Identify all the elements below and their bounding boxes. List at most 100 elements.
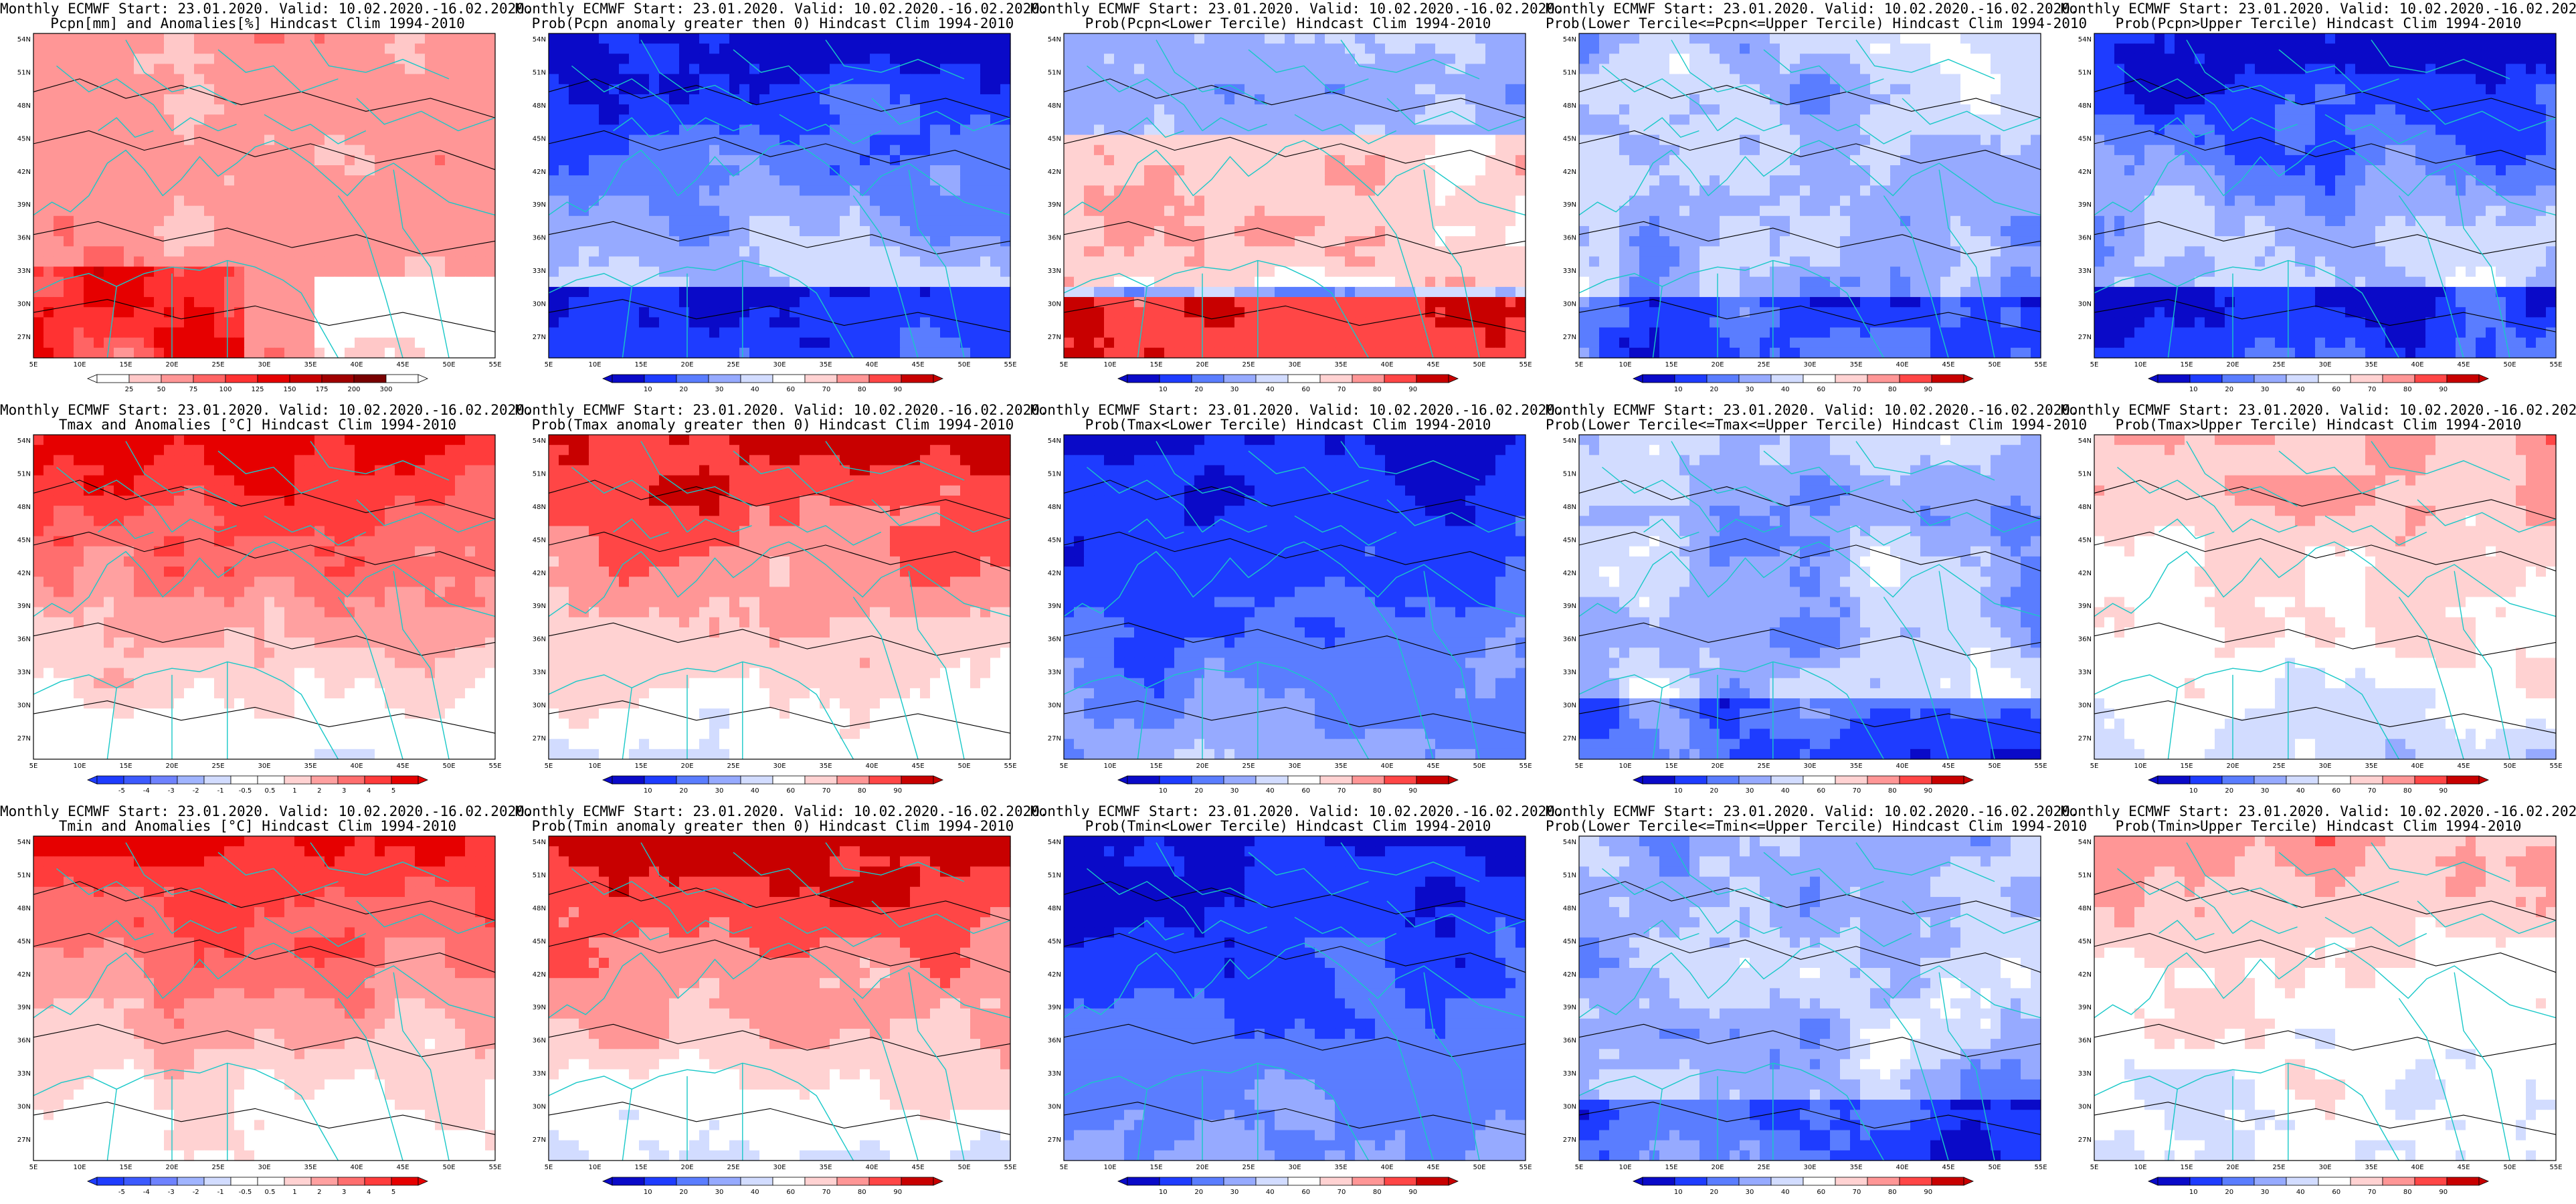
colorbar-swatch: [1642, 374, 1675, 383]
colorbar-swatch: [1642, 775, 1675, 785]
lon-tick-label: 20E: [2226, 763, 2239, 770]
lon-tick-label: 20E: [2226, 1164, 2239, 1171]
coastline: [1938, 169, 1995, 359]
lon-tick-label: 55E: [2549, 361, 2562, 369]
colorbar-tick-label: 70: [1853, 386, 1861, 393]
shaded-field: [1579, 836, 2041, 1161]
isoline: [33, 1102, 496, 1135]
lon-tick-label: 55E: [1004, 763, 1016, 770]
lon-tick-label: 30E: [1803, 361, 1816, 369]
isoline: [1063, 881, 1526, 921]
panel-header: Monthly ECMWF Start: 23.01.2020. Valid: …: [515, 1, 1048, 16]
isoline: [1578, 480, 2041, 520]
coastline: [1294, 515, 1397, 546]
coastline: [1855, 441, 1995, 481]
coastline: [33, 541, 496, 617]
lat-tick-label: 48N: [2078, 102, 2092, 110]
lon-tick-label: 35E: [819, 763, 832, 770]
lon-tick-label: 15E: [1149, 361, 1162, 369]
colorbar: 10 20 30 40 60 70 80 90: [2147, 775, 2490, 795]
coastline: [1386, 900, 1526, 934]
map-canvas: 54N 51N 48N 45N 42N 39N 36N 33N 30N 27N 5E 10E 15E 20…: [1563, 434, 2047, 795]
lon-tick-label: 25E: [2272, 361, 2285, 369]
coastline: [1883, 597, 1949, 760]
lat-tick-label: 48N: [1563, 504, 1576, 511]
lon-tick-label: 50E: [1988, 361, 2001, 369]
lon-tick-label: 5E: [1575, 763, 1584, 770]
lat-tick-label: 27N: [1563, 1136, 1576, 1144]
colorbar-tick-label: 70: [1338, 787, 1346, 795]
colorbar-tick-label: 60: [2332, 386, 2340, 393]
lat-tick-label: 27N: [1563, 735, 1576, 742]
colorbar-tick-label: 80: [858, 386, 866, 393]
colorbar-tick-label: 80: [1373, 787, 1382, 795]
coastline: [2371, 39, 2510, 80]
colorbar-tick-label: 60: [786, 386, 795, 393]
colorbar-swatch: [2221, 1177, 2255, 1186]
lon-tick-label: 20E: [680, 1164, 693, 1171]
colorbar-tick-label: 30: [715, 386, 724, 393]
lat-tick-label: 45N: [2078, 135, 2092, 142]
lat-tick-label: 30N: [2078, 702, 2092, 710]
colorbar-tick-label: 20: [2225, 1189, 2233, 1196]
coastline: [1902, 98, 2041, 132]
colorbar-swatch: [257, 775, 285, 785]
map-canvas: 54N 51N 48N 45N 42N 39N 36N 33N 30N 27N 5E 10E 15E 20…: [533, 835, 1017, 1196]
lon-tick-label: 50E: [1988, 763, 2001, 770]
colorbar: 10 20 30 40 60 70 80 90: [602, 374, 944, 393]
colorbar-swatch: [2318, 775, 2351, 785]
colorbar-tick-label: -5: [118, 787, 125, 795]
coastline: [2167, 688, 2178, 760]
lon-tick-label: 35E: [819, 361, 832, 369]
coastline: [1128, 117, 1184, 138]
coastline: [33, 140, 496, 216]
colorbar-swatch: [225, 374, 258, 383]
lat-tick-label: 36N: [1048, 1037, 1061, 1045]
coastline: [908, 571, 965, 760]
colorbar-swatch: [1384, 1177, 1417, 1186]
lat-tick-label: 33N: [17, 1070, 31, 1078]
panel-subtitle: Prob(Tmax<Lower Tercile) Hindcast Clim 1…: [1030, 417, 1546, 432]
coastline: [2417, 98, 2557, 132]
map-panel: 54N 51N 48N 45N 42N 39N 36N 33N 30N 27N 5E 10E 15E 20…: [2061, 0, 2576, 401]
coastline: [1717, 518, 1782, 533]
colorbar-tick-label: 2: [317, 787, 321, 795]
colorbar-swatch: [2157, 374, 2191, 383]
isoline: [1578, 221, 2041, 255]
lat-tick-label: 27N: [1048, 1136, 1061, 1144]
colorbar-tick-label: -4: [143, 787, 150, 795]
colorbar: 25 50 75 100 125 150 175 200 300: [86, 374, 429, 393]
lon-tick-label: 40E: [2411, 763, 2423, 770]
colorbar-tick-label: 25: [125, 386, 134, 393]
map-panel: 54N 51N 48N 45N 42N 39N 36N 33N 30N 27N 5E 10E 15E 20…: [1030, 0, 1564, 401]
isoline: [33, 1023, 496, 1058]
colorbar-tick-label: -1: [217, 1189, 224, 1196]
colorbar-swatch: [2189, 1177, 2223, 1186]
isoline: [548, 221, 1011, 255]
coastline: [1340, 39, 1480, 80]
coastline: [356, 900, 496, 934]
coastline: [1671, 39, 1782, 106]
lon-tick-label: 25E: [727, 361, 739, 369]
coastline: [825, 39, 965, 80]
colorbar-tick-label: 50: [157, 386, 166, 393]
lon-tick-label: 15E: [1665, 1164, 1677, 1171]
coastline: [1643, 920, 1699, 941]
colorbar-swatch: [2318, 374, 2351, 383]
lon-tick-label: 55E: [1519, 1164, 1532, 1171]
panel-header: Monthly ECMWF Start: 23.01.2020. Valid: …: [0, 403, 533, 417]
map-panel: 54N 51N 48N 45N 42N 39N 36N 33N 30N 27N 5E 10E 15E 20…: [515, 401, 1048, 803]
coastline: [217, 49, 339, 93]
coastline: [1717, 920, 1782, 934]
colorbar-tick-label: -2: [193, 787, 199, 795]
coastline: [2324, 916, 2427, 947]
coastline: [871, 98, 1011, 132]
lon-tick-label: 45E: [396, 1164, 409, 1171]
lat-tick-label: 48N: [1048, 102, 1061, 110]
lat-tick-label: 51N: [17, 470, 31, 478]
lon-tick-label: 20E: [165, 763, 178, 770]
lat-tick-label: 42N: [1563, 570, 1576, 577]
colorbar-tick-label: 30: [715, 1189, 724, 1196]
lat-tick-label: 33N: [1048, 1070, 1061, 1078]
coastline: [337, 597, 403, 760]
